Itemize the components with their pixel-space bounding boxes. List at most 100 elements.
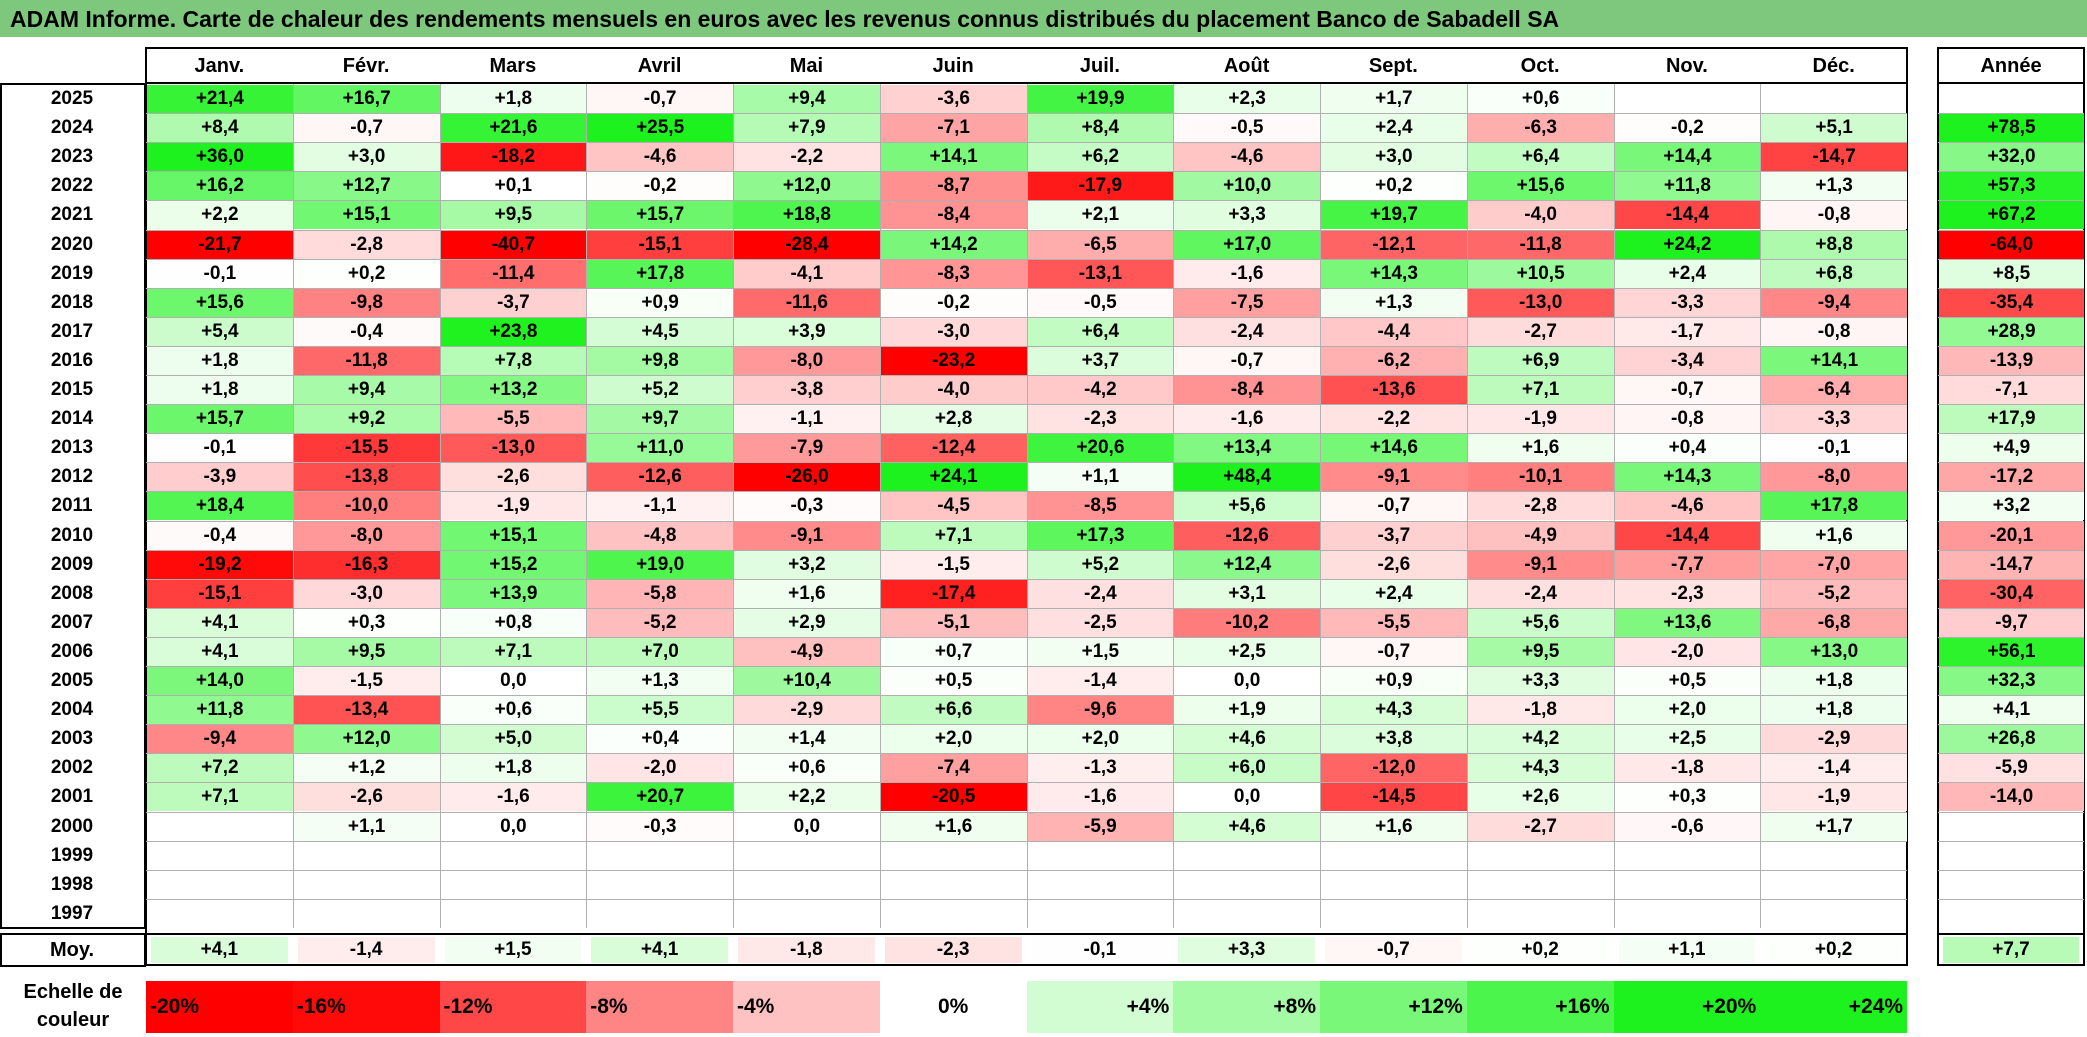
heatmap-cell: -0,6 — [1614, 812, 1761, 841]
heatmap-cell: +20,7 — [587, 783, 733, 812]
heatmap-cell: +21,4 — [147, 85, 293, 114]
heatmap-cell: +1,6 — [1321, 812, 1467, 841]
heatmap-cell: -17,4 — [880, 579, 1027, 608]
heatmap-cell: +18,4 — [147, 492, 293, 521]
heatmap-cell: +1,1 — [1027, 463, 1174, 492]
heatmap-cell: +13,9 — [440, 579, 587, 608]
heatmap-cell: -0,5 — [1174, 114, 1320, 143]
heatmap-cell: -3,7 — [1321, 521, 1467, 550]
heatmap-cell — [147, 813, 293, 841]
year-label: 2006 — [50, 640, 94, 662]
heatmap-cell — [881, 842, 1027, 870]
average-cell: +0,2 — [1471, 937, 1609, 963]
annual-cell: -5,9 — [1939, 754, 2084, 783]
heatmap-cell: +16,2 — [147, 172, 293, 201]
heatmap-cell: +0,4 — [1614, 434, 1761, 463]
grid-line — [1938, 840, 2084, 842]
year-label: 2010 — [50, 524, 94, 546]
month-header: Janv. — [194, 55, 245, 77]
average-label: Moy. — [49, 939, 95, 961]
heatmap-cell: +14,6 — [1321, 434, 1467, 463]
heatmap-cell: -5,8 — [587, 579, 733, 608]
annual-cell: +4,9 — [1939, 434, 2084, 463]
heatmap-cell: +0,1 — [440, 172, 587, 201]
heatmap-cell: -14,5 — [1321, 783, 1467, 812]
heatmap-cell — [1615, 85, 1761, 113]
heatmap-cell: +17,8 — [1761, 492, 1907, 521]
heatmap-cell: +2,5 — [1174, 637, 1320, 666]
heatmap-cell: +15,1 — [440, 521, 587, 550]
heatmap-cell: +15,6 — [1467, 172, 1614, 201]
heatmap-cell: +0,8 — [440, 608, 587, 637]
heatmap-cell: -4,8 — [587, 521, 733, 550]
grid-line — [1938, 607, 2084, 609]
heatmap-cell: -2,7 — [1467, 317, 1614, 346]
heatmap-cell — [587, 842, 733, 870]
grid-line — [146, 491, 1907, 493]
heatmap-cell: 0,0 — [1174, 667, 1320, 696]
annual-cell: -20,1 — [1939, 521, 2084, 550]
heatmap-cell: +2,1 — [1027, 201, 1174, 230]
heatmap-cell: -2,4 — [1027, 579, 1174, 608]
grid-line — [1938, 869, 2084, 871]
color-scale-swatch: +8% — [1173, 981, 1320, 1033]
heatmap-cell: +13,0 — [1761, 637, 1907, 666]
month-header: Juin — [932, 55, 974, 77]
annual-cell: -14,0 — [1939, 783, 2084, 812]
heatmap-cell: +1,8 — [1761, 696, 1907, 725]
heatmap-cell: -3,3 — [1614, 288, 1761, 317]
grid-line — [1938, 636, 2084, 638]
grid-line — [146, 113, 1907, 115]
heatmap-cell: +1,8 — [440, 85, 587, 114]
grid-line — [1938, 200, 2084, 202]
heatmap-cell — [1321, 900, 1467, 928]
heatmap-cell: -4,0 — [1467, 201, 1614, 230]
heatmap-cell — [1174, 900, 1320, 928]
heatmap-cell: -0,7 — [1174, 346, 1320, 375]
annual-cell: -7,1 — [1939, 376, 2084, 405]
heatmap-cell: +0,3 — [1614, 783, 1761, 812]
heatmap-cell: +13,6 — [1614, 608, 1761, 637]
heatmap-cell: -6,5 — [1027, 230, 1174, 259]
grid-line — [879, 84, 881, 928]
grid-line — [146, 549, 1907, 551]
heatmap-cell: +4,6 — [1174, 812, 1320, 841]
heatmap-cell: +11,8 — [147, 696, 293, 725]
heatmap-cell: +5,2 — [1027, 550, 1174, 579]
heatmap-cell: +1,8 — [147, 346, 293, 375]
grid-line — [1938, 142, 2084, 144]
heatmap-cell: +23,8 — [440, 317, 587, 346]
grid-line — [1938, 287, 2084, 289]
average-cell: +4,1 — [591, 937, 728, 963]
heatmap-cell: -8,7 — [880, 172, 1027, 201]
color-scale-swatch: +20% — [1613, 981, 1761, 1033]
heatmap-cell: +36,0 — [147, 143, 293, 172]
heatmap-cell: +15,1 — [293, 201, 440, 230]
heatmap-cell — [294, 900, 440, 928]
heatmap-cell: +1,4 — [734, 725, 880, 754]
heatmap-cell: -0,8 — [1761, 201, 1907, 230]
heatmap-cell: +7,1 — [440, 637, 587, 666]
grid-line — [146, 229, 1907, 231]
year-label: 1999 — [50, 844, 94, 866]
heatmap-cell — [1761, 85, 1907, 113]
grid-line — [146, 375, 1907, 376]
heatmap-cell: -3,9 — [147, 463, 293, 492]
heatmap-cell: +6,6 — [880, 696, 1027, 725]
annual-cell: +67,2 — [1939, 201, 2084, 230]
year-label: 2008 — [50, 582, 94, 604]
heatmap-cell: +5,0 — [440, 725, 587, 754]
annual-cell: +4,1 — [1939, 696, 2084, 725]
color-scale-swatch: -8% — [586, 981, 733, 1033]
heatmap-cell: -4,6 — [587, 143, 733, 172]
heatmap-cell: -14,4 — [1614, 521, 1761, 550]
month-header: Mars — [489, 55, 537, 77]
heatmap-cell: -12,6 — [587, 463, 733, 492]
heatmap-cell: +48,4 — [1174, 463, 1320, 492]
heatmap-cell: +7,1 — [1467, 376, 1614, 405]
color-scale-swatch: +12% — [1320, 981, 1467, 1033]
heatmap-cell: -0,7 — [1321, 637, 1467, 666]
heatmap-cell: -19,2 — [147, 550, 293, 579]
heatmap-cell: +9,7 — [587, 405, 733, 434]
grid-line — [146, 404, 1907, 406]
